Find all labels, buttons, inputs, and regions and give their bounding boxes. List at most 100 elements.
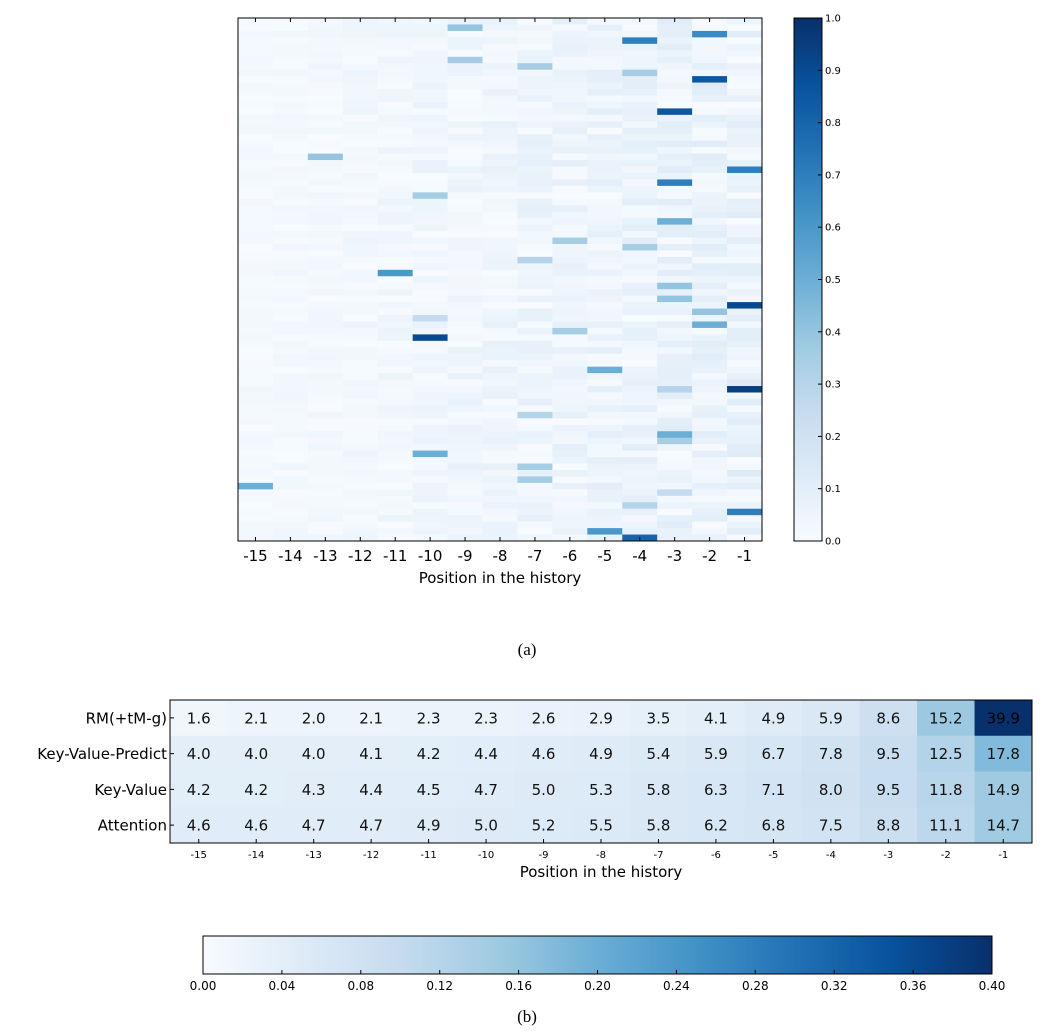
heatmap-b-cell-value: 4.4 bbox=[474, 745, 498, 763]
heatmap-a-cell bbox=[272, 515, 309, 523]
heatmap-a-cell bbox=[238, 295, 274, 303]
heatmap-b-cell-value: 4.5 bbox=[417, 781, 441, 799]
heatmap-a-cell bbox=[552, 198, 588, 206]
heatmap-a-cell bbox=[517, 108, 553, 116]
heatmap-a-cell bbox=[342, 289, 379, 297]
heatmap-a-cell bbox=[272, 418, 309, 426]
heatmap-a-cell bbox=[517, 140, 553, 148]
heatmap-a-cell bbox=[447, 469, 483, 477]
heatmap-a-cell bbox=[727, 147, 763, 154]
heatmap-a-cell bbox=[692, 24, 728, 32]
heatmap-a-cell bbox=[727, 334, 763, 342]
heatmap-a-cell bbox=[307, 82, 344, 90]
heatmap-a-cell bbox=[377, 437, 414, 445]
heatmap-a-cell bbox=[377, 353, 414, 361]
heatmap-a-cell bbox=[377, 476, 414, 484]
heatmap-a-cell bbox=[447, 256, 483, 264]
heatmap-a-cell bbox=[482, 63, 518, 71]
heatmap-a-xlabel: Position in the history bbox=[419, 569, 582, 587]
heatmap-a-tick-label: -15 bbox=[243, 547, 268, 565]
heatmap-a-cell bbox=[692, 457, 728, 464]
heatmap-a-cell bbox=[727, 160, 763, 167]
heatmap-a-cell bbox=[622, 95, 658, 103]
heatmap-a-cell bbox=[622, 489, 658, 497]
heatmap-a-cell bbox=[342, 476, 379, 484]
heatmap-a-cell bbox=[447, 30, 483, 38]
heatmap-a-cell bbox=[447, 482, 483, 490]
heatmap-a-cell bbox=[517, 50, 553, 58]
heatmap-a-cell bbox=[377, 89, 414, 96]
heatmap-a-cell bbox=[412, 431, 448, 439]
heatmap-a-cell bbox=[622, 250, 658, 258]
heatmap-b-cell bbox=[687, 771, 746, 808]
heatmap-a-cell bbox=[447, 373, 483, 380]
heatmap-a-cell bbox=[412, 89, 448, 96]
heatmap-a-cell bbox=[727, 224, 763, 232]
heatmap-a-cell bbox=[307, 140, 344, 148]
heatmap-a-cell bbox=[377, 308, 414, 316]
heatmap-a-cell bbox=[657, 444, 693, 452]
heatmap-a-cell bbox=[342, 502, 379, 510]
heatmap-a-cell bbox=[342, 424, 379, 432]
colorbar-a-tick-label: 0.8 bbox=[825, 118, 841, 129]
heatmap-a-cell bbox=[238, 482, 274, 490]
heatmap-a-cell bbox=[727, 89, 763, 96]
heatmap-a-cell bbox=[482, 263, 518, 271]
heatmap-a-cell bbox=[657, 69, 693, 77]
heatmap-a-cell bbox=[587, 321, 623, 329]
heatmap-a-cell bbox=[657, 108, 693, 116]
heatmap-a-cell bbox=[447, 56, 483, 64]
heatmap-a-cell bbox=[238, 528, 274, 535]
heatmap-b-cell-value: 2.6 bbox=[532, 709, 556, 727]
heatmap-a-cell bbox=[657, 482, 693, 490]
heatmap-a-cell bbox=[727, 50, 763, 58]
heatmap-a-cell bbox=[657, 153, 693, 161]
heatmap-a-cell bbox=[238, 353, 274, 361]
heatmap-a-cell bbox=[377, 172, 414, 180]
heatmap-b-cell-value: 2.1 bbox=[359, 709, 383, 727]
heatmap-a-cell bbox=[307, 114, 344, 122]
heatmap-a-cell bbox=[727, 76, 763, 83]
heatmap-a-cell bbox=[692, 56, 728, 64]
heatmap-b-cell-value: 4.9 bbox=[589, 745, 613, 763]
heatmap-a-cell bbox=[692, 256, 728, 264]
heatmap-a-cell bbox=[272, 166, 309, 174]
heatmap-a-cell bbox=[657, 250, 693, 258]
heatmap-a-cell bbox=[587, 463, 623, 471]
heatmap-a-cell bbox=[272, 243, 309, 251]
heatmap-a-cell bbox=[482, 89, 518, 96]
heatmap-a-cell bbox=[377, 211, 414, 219]
heatmap-a-cell bbox=[692, 263, 728, 271]
heatmap-b-cell-value: 4.2 bbox=[244, 781, 268, 799]
heatmap-a-cell bbox=[412, 302, 448, 309]
heatmap-a-cell bbox=[657, 502, 693, 510]
heatmap-a-cell bbox=[552, 431, 588, 439]
heatmap-a-cell bbox=[377, 250, 414, 258]
heatmap-a-cell bbox=[482, 469, 518, 477]
heatmap-a-cell bbox=[238, 315, 274, 322]
heatmap-a-cell bbox=[238, 24, 274, 32]
heatmap-a-cell bbox=[447, 502, 483, 510]
heatmap-b-cell-value: 8.6 bbox=[876, 709, 900, 727]
heatmap-a-cell bbox=[377, 528, 414, 535]
heatmap-a-cell bbox=[307, 108, 344, 116]
heatmap-a-cell bbox=[307, 482, 344, 490]
heatmap-a-cell bbox=[692, 515, 728, 523]
heatmap-a-cell bbox=[517, 30, 553, 38]
heatmap-b-cell bbox=[514, 735, 573, 772]
heatmap-a-cell bbox=[692, 521, 728, 529]
heatmap-a-cell bbox=[517, 282, 553, 290]
heatmap-a-cell bbox=[552, 321, 588, 329]
heatmap-b-cell bbox=[917, 771, 975, 808]
heatmap-a-cell bbox=[622, 147, 658, 154]
heatmap-a-cell bbox=[342, 76, 379, 83]
heatmap-a-cell bbox=[587, 185, 623, 193]
heatmap-a-cell bbox=[412, 76, 448, 83]
heatmap-a-cell bbox=[377, 198, 414, 206]
heatmap-a-cell bbox=[692, 140, 728, 148]
heatmap-a-cell bbox=[657, 76, 693, 83]
heatmap-a-cell bbox=[587, 315, 623, 322]
heatmap-a-cell bbox=[412, 224, 448, 232]
heatmap-a-cell bbox=[657, 276, 693, 284]
heatmap-a-cell bbox=[238, 30, 274, 38]
